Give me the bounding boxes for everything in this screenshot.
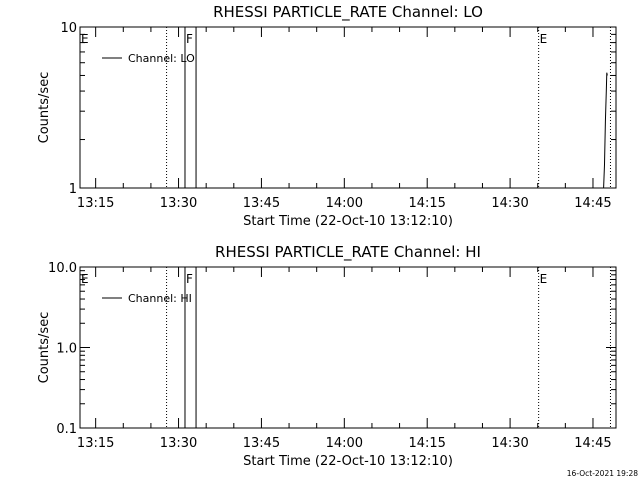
x-axis-label: Start Time (22-Oct-10 13:12:10) — [243, 214, 453, 229]
plot-frame — [79, 26, 617, 189]
footer-timestamp: 16-Oct-2021 19:28 — [567, 469, 638, 478]
y-tick-label: 1 — [69, 182, 77, 197]
x-tick-label: 14:00 — [326, 436, 363, 451]
panel-lo: RHESSI PARTICLE_RATE Channel: LO 1 10 13:15… — [37, 3, 617, 229]
y-axis-label: Counts/sec — [37, 312, 52, 384]
x-tick-label: 14:45 — [574, 436, 611, 451]
chart-title: RHESSI PARTICLE_RATE Channel: LO — [213, 3, 483, 22]
marker-label: E — [540, 32, 548, 46]
x-tick-label: 13:15 — [77, 196, 114, 211]
y-tick-label: 10 — [60, 21, 77, 36]
x-tick-label: 14:15 — [408, 436, 445, 451]
marker-label: E — [81, 32, 89, 46]
y-tick-label: 1.0 — [56, 342, 77, 357]
y-axis-label: Counts/sec — [37, 72, 52, 144]
series-line — [603, 72, 608, 189]
x-tick-label: 13:30 — [160, 436, 197, 451]
marker-label: E — [81, 272, 89, 286]
x-axis-label: Start Time (22-Oct-10 13:12:10) — [243, 454, 453, 469]
x-tick-label: 14:30 — [491, 196, 528, 211]
x-tick-label: 14:00 — [326, 196, 363, 211]
marker-label: F — [186, 32, 193, 46]
y-tick-label: 10.0 — [48, 261, 77, 276]
marker-label: F — [186, 272, 193, 286]
x-tick-label: 13:30 — [160, 196, 197, 211]
legend-label: Channel: HI — [128, 292, 192, 305]
legend-label: Channel: LO — [128, 52, 195, 65]
x-tick-label: 13:45 — [243, 436, 280, 451]
x-tick-label: 14:45 — [574, 196, 611, 211]
panel-hi: RHESSI PARTICLE_RATE Channel: HI 0.1 1.0 10… — [37, 243, 617, 469]
marker-label: E — [540, 272, 548, 286]
x-tick-label: 13:15 — [77, 436, 114, 451]
x-tick-label: 14:30 — [491, 436, 528, 451]
y-tick-label: 0.1 — [56, 422, 77, 437]
x-tick-label: 14:15 — [408, 196, 445, 211]
x-tick-label: 13:45 — [243, 196, 280, 211]
chart-title: RHESSI PARTICLE_RATE Channel: HI — [215, 243, 481, 262]
